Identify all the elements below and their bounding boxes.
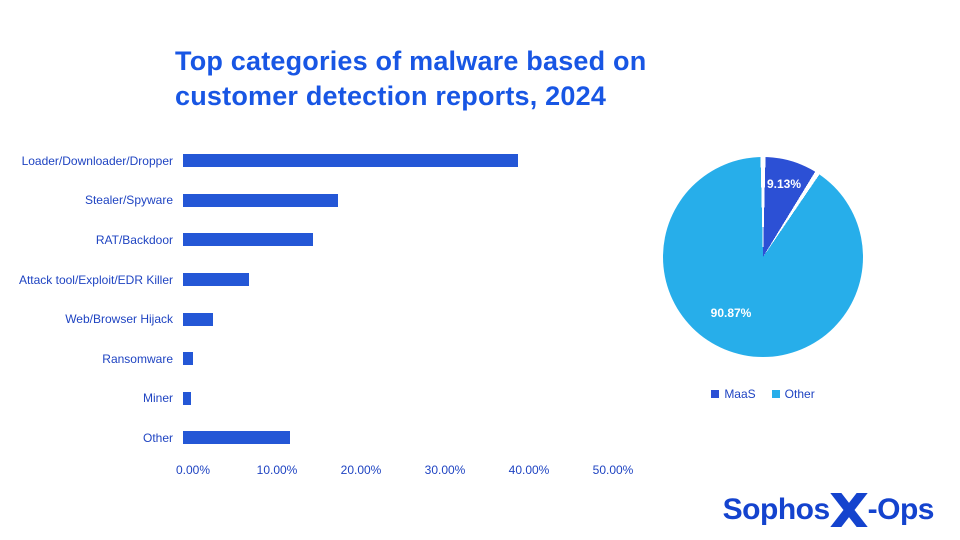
x-tick-label: 0.00% bbox=[175, 463, 211, 477]
logo-ops-text: -Ops bbox=[867, 493, 935, 526]
bar bbox=[183, 391, 192, 405]
category-label: Attack tool/Exploit/EDR Killer bbox=[18, 272, 173, 287]
category-label: Web/Browser Hijack bbox=[65, 312, 173, 327]
title-line2: customer detection reports, 2024 bbox=[175, 80, 607, 111]
bar bbox=[183, 233, 314, 247]
bar-track bbox=[183, 154, 603, 168]
legend-label: MaaS bbox=[724, 387, 756, 401]
title-line1: Top categories of malware based on bbox=[175, 46, 647, 76]
bar-track bbox=[183, 431, 603, 445]
category-label: Loader/Downloader/Dropper bbox=[21, 153, 173, 168]
logo-sophos-text: Sophos bbox=[722, 493, 831, 526]
pie bbox=[663, 157, 863, 357]
bar-track bbox=[183, 193, 603, 207]
legend-item: MaaS bbox=[711, 387, 756, 401]
bar bbox=[183, 431, 290, 445]
bar-track bbox=[183, 391, 603, 405]
x-tick-label: 20.00% bbox=[340, 463, 382, 477]
category-label: Miner bbox=[142, 391, 173, 406]
legend-item: Other bbox=[771, 387, 815, 401]
bar-track bbox=[183, 312, 603, 326]
x-tick-label: 30.00% bbox=[424, 463, 466, 477]
logo-x-icon bbox=[829, 493, 868, 527]
legend-swatch bbox=[771, 390, 780, 398]
pie-label-other: 90.87% bbox=[710, 306, 752, 320]
category-label: Other bbox=[142, 430, 173, 445]
sophos-xops-logo: Sophos -Ops bbox=[722, 493, 935, 527]
bar-row: Web/Browser Hijack bbox=[8, 299, 618, 339]
bar-row: Attack tool/Exploit/EDR Killer bbox=[8, 260, 618, 300]
pie-label-maas: 9.13% bbox=[766, 177, 802, 191]
pie-legend: MaaS Other bbox=[653, 387, 873, 401]
legend-label: Other bbox=[784, 387, 815, 401]
bar bbox=[183, 312, 214, 326]
bar bbox=[183, 352, 194, 366]
x-tick-label: 40.00% bbox=[508, 463, 550, 477]
bar-row: Other bbox=[8, 418, 618, 458]
pie-chart: 9.13% 90.87% bbox=[663, 157, 863, 357]
legend-swatch bbox=[711, 390, 720, 398]
bar-chart-x-axis: 0.00% 10.00% 20.00% 30.00% 40.00% 50.00% bbox=[176, 463, 633, 479]
bar-row: Ransomware bbox=[8, 339, 618, 379]
x-tick-label: 10.00% bbox=[256, 463, 298, 477]
bar bbox=[183, 154, 519, 168]
page-title: Top categories of malware based on custo… bbox=[175, 44, 646, 113]
bar-chart: Loader/Downloader/Dropper Stealer/Spyware… bbox=[8, 141, 618, 458]
category-label: Stealer/Spyware bbox=[84, 193, 173, 208]
bar-track bbox=[183, 352, 603, 366]
category-label: Ransomware bbox=[102, 351, 173, 366]
bar-row: Stealer/Spyware bbox=[8, 181, 618, 221]
category-label: RAT/Backdoor bbox=[95, 232, 173, 247]
bar bbox=[183, 273, 250, 287]
bar-track bbox=[183, 233, 603, 247]
bar-row: Miner bbox=[8, 379, 618, 419]
x-tick-label: 50.00% bbox=[592, 463, 634, 477]
bar-row: RAT/Backdoor bbox=[8, 220, 618, 260]
bar-track bbox=[183, 273, 603, 287]
bar bbox=[183, 193, 339, 207]
bar-row: Loader/Downloader/Dropper bbox=[8, 141, 618, 181]
